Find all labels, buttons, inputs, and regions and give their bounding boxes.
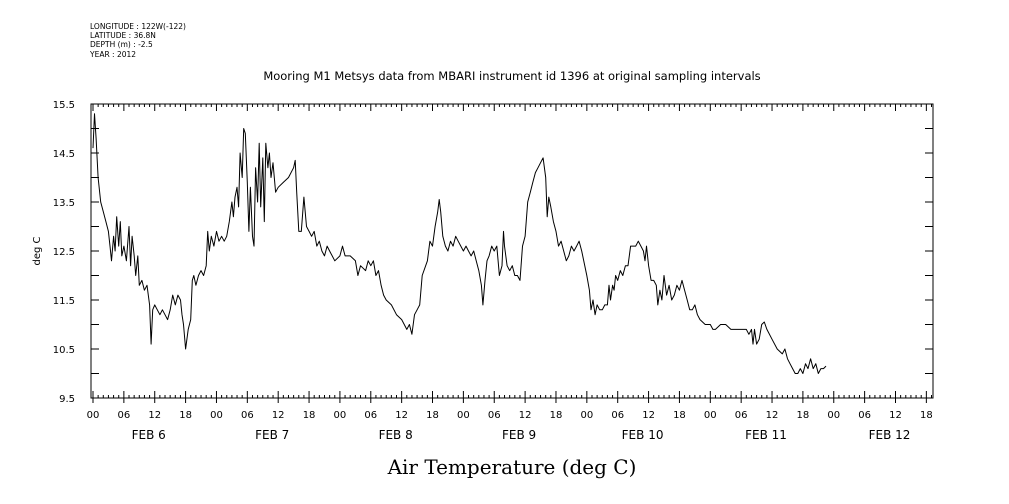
- x-tick-label: 18: [303, 410, 316, 421]
- longitude-text: LONGITUDE : 122W(-122): [90, 22, 186, 31]
- x-tick-label: 00: [457, 410, 470, 421]
- x-date-label: FEB 12: [869, 428, 911, 442]
- x-tick-label: 18: [920, 410, 933, 421]
- x-tick-label: 06: [735, 410, 748, 421]
- x-tick-label: 18: [673, 410, 686, 421]
- y-tick-label: 9.5: [59, 394, 75, 405]
- x-tick-label: 18: [426, 410, 439, 421]
- x-tick-label: 06: [241, 410, 254, 421]
- x-tick-label: 18: [179, 410, 192, 421]
- x-tick-label: 12: [889, 410, 902, 421]
- x-tick-label: 06: [858, 410, 871, 421]
- x-tick-label: 00: [334, 410, 347, 421]
- x-tick-label: 12: [519, 410, 532, 421]
- x-tick-label: 00: [704, 410, 717, 421]
- temperature-series-line: [92, 113, 827, 374]
- x-tick-label: 18: [797, 410, 810, 421]
- x-tick-label: 06: [117, 410, 130, 421]
- x-date-label: FEB 7: [255, 428, 289, 442]
- y-tick-label: 10.5: [53, 345, 75, 356]
- x-date-label: FEB 6: [132, 428, 166, 442]
- y-tick-label: 12.5: [53, 247, 75, 258]
- x-tick-label: 12: [766, 410, 779, 421]
- series-layer: [92, 113, 827, 374]
- y-tick-label: 13.5: [53, 198, 75, 209]
- x-tick-label: 00: [210, 410, 223, 421]
- x-tick-label: 00: [827, 410, 840, 421]
- x-tick-label: 00: [87, 410, 100, 421]
- metadata-block: LONGITUDE : 122W(-122) LATITUDE : 36.8N …: [90, 22, 186, 59]
- x-tick-label: 06: [488, 410, 501, 421]
- y-tick-label: 11.5: [53, 296, 75, 307]
- x-tick-label: 00: [580, 410, 593, 421]
- x-axis: 00 06 12 18 00 06 12 18 00 06 12 18 00 06 12 18 00 06 12 18…: [87, 104, 933, 442]
- y-axis: 15.5 14.5 13.5 12.5 11.5 10.5 9.5: [53, 100, 933, 405]
- y-axis-label: deg C: [32, 236, 43, 265]
- x-date-label: FEB 11: [745, 428, 787, 442]
- x-tick-label: 12: [272, 410, 285, 421]
- x-tick-label: 12: [642, 410, 655, 421]
- x-axis-label: Air Temperature (deg C): [387, 455, 637, 479]
- x-tick-label: 12: [395, 410, 408, 421]
- plot-frame: [90, 103, 934, 399]
- x-date-label: FEB 8: [379, 428, 413, 442]
- x-tick-label: 06: [364, 410, 377, 421]
- year-text: YEAR : 2012: [90, 49, 137, 59]
- x-date-label: FEB 9: [502, 428, 536, 442]
- latitude-text: LATITUDE : 36.8N: [90, 31, 156, 41]
- y-tick-label: 15.5: [53, 100, 75, 111]
- x-tick-label: 18: [550, 410, 563, 421]
- x-tick-label: 12: [148, 410, 161, 421]
- x-tick-label: 06: [611, 410, 624, 421]
- depth-text: DEPTH (m) : -2.5: [90, 40, 153, 50]
- x-date-label: FEB 10: [622, 428, 664, 442]
- y-tick-label: 14.5: [53, 149, 75, 160]
- chart-title: Mooring M1 Metsys data from MBARI instru…: [263, 69, 760, 83]
